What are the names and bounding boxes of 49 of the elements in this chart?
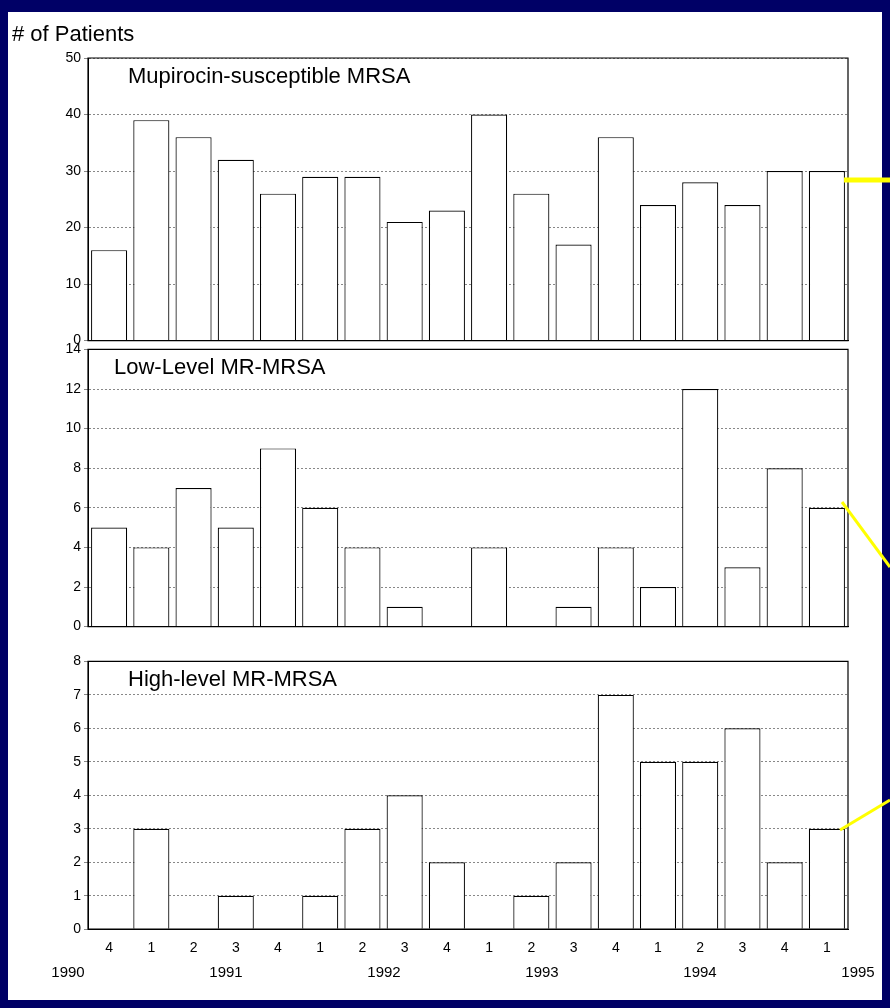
x-tick-label: 1 [485,939,494,956]
y-tick-label: 3 [73,819,82,836]
y-tick-label: 1 [73,886,82,903]
text: 1995 [841,962,875,980]
y-tick-label: 0 [73,920,82,937]
y-axis-title: # of Patients [12,21,135,47]
x-tick-label: 1 [316,939,325,956]
y-tick-label: 20 [65,218,82,235]
x-tick-label: 1 [147,939,156,956]
x-tick-label: 1 [822,939,831,956]
y-tick-label: 5 [73,752,82,769]
y-tick-label: 2 [73,853,82,870]
y-tick-label: 10 [65,419,82,436]
y-tick-label: 40 [65,105,82,122]
y-tick-label: 6 [73,719,82,736]
y-tick-label: 4 [73,786,82,803]
x-tick-label: 2 [358,939,367,956]
x-tick-label: 4 [780,939,789,956]
chart-title: Mupirocin-susceptible MRSA [128,63,411,89]
x-tick-label: 3 [569,939,578,956]
x-tick-label: 4 [442,939,451,956]
text: 1990 [51,962,85,980]
y-tick-label: 50 [65,48,82,65]
y-tick-label: 10 [65,274,82,291]
text: 1991 [209,962,243,980]
x-tick-label: 4 [105,939,114,956]
text: 1992 [367,962,401,980]
chart-title: High-level MR-MRSA [128,666,338,692]
y-tick-label: 4 [73,538,82,555]
y-tick-label: 2 [73,577,82,594]
y-tick-label: 12 [65,379,82,396]
x-tick-label: 1 [654,939,663,956]
y-tick-label: 8 [73,459,82,476]
text: 1994 [683,962,717,980]
x-tick-label: 2 [696,939,705,956]
y-tick-label: 0 [73,617,82,634]
x-tick-label: 3 [400,939,409,956]
chart-title: Low-Level MR-MRSA [114,354,326,380]
y-tick-label: 7 [73,685,82,702]
y-tick-label: 30 [65,161,82,178]
x-tick-label: 3 [231,939,240,956]
x-tick-label: 2 [527,939,536,956]
text: 1993 [525,962,559,980]
y-tick-label: 8 [73,652,82,669]
x-tick-label: 4 [274,939,283,956]
x-tick-label: 4 [611,939,620,956]
x-tick-label: 3 [738,939,747,956]
y-tick-label: 6 [73,498,82,515]
x-tick-label: 2 [189,939,198,956]
